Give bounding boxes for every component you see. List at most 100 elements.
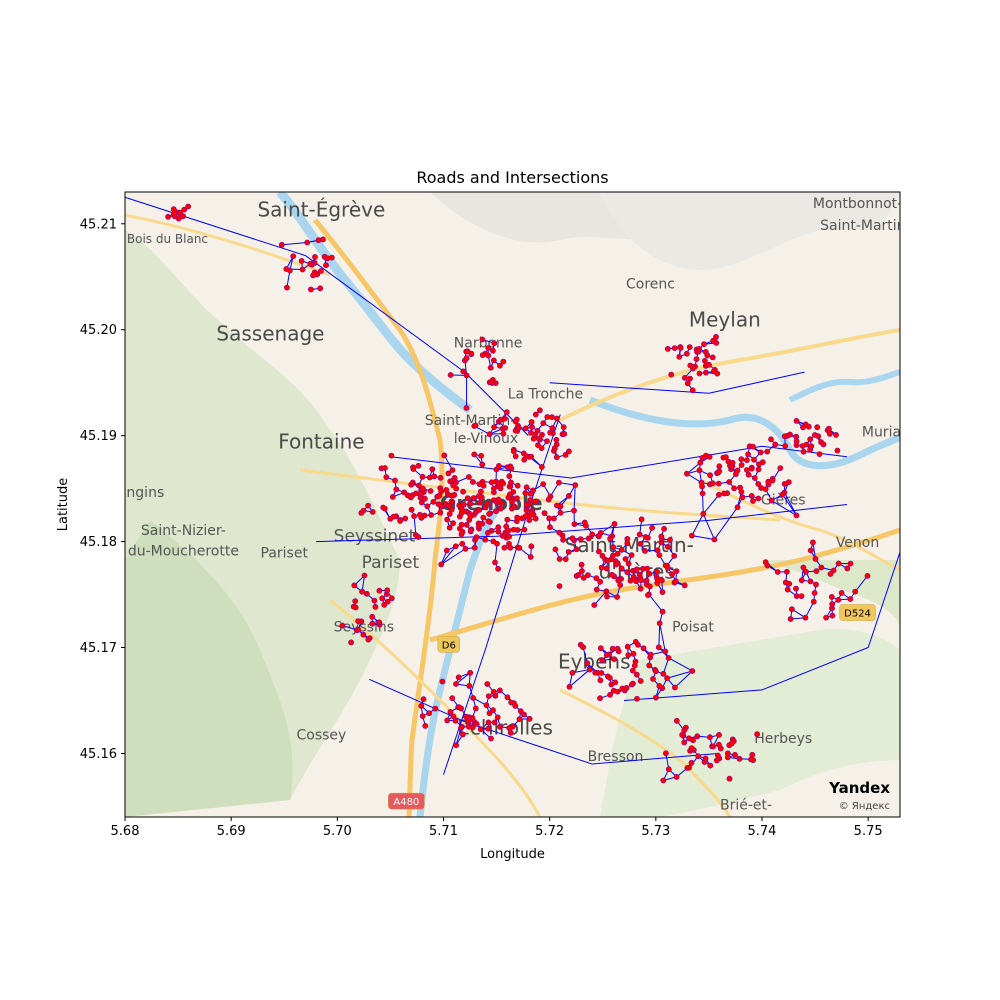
intersection-node xyxy=(665,655,672,661)
intersection-node xyxy=(506,533,512,540)
intersection-node xyxy=(512,703,519,709)
intersection-node xyxy=(359,588,365,595)
road-south xyxy=(559,688,732,817)
intersection-node xyxy=(729,463,736,470)
map-place-label: Fontaine xyxy=(278,429,364,453)
intersection-node xyxy=(323,262,329,269)
intersection-node xyxy=(392,477,398,484)
intersection-node xyxy=(541,510,548,516)
intersection-node xyxy=(707,762,714,769)
intersection-node xyxy=(671,552,678,559)
intersection-node xyxy=(533,498,539,505)
intersection-node xyxy=(283,284,290,291)
intersection-node xyxy=(458,506,465,513)
intersection-node xyxy=(789,606,795,613)
intersection-node xyxy=(463,355,470,362)
intersection-node xyxy=(453,742,459,749)
intersection-node xyxy=(421,495,428,502)
intersection-node xyxy=(479,336,486,343)
intersection-node xyxy=(304,239,311,246)
intersection-node xyxy=(527,490,534,497)
intersection-node xyxy=(472,705,479,712)
intersection-node xyxy=(471,544,478,551)
intersection-node xyxy=(706,361,712,368)
intersection-node xyxy=(464,495,471,501)
intersection-node xyxy=(381,465,388,471)
intersection-node xyxy=(479,461,486,468)
intersection-node xyxy=(844,565,851,572)
x-tick-label: 5.73 xyxy=(641,824,670,839)
intersection-node xyxy=(800,424,806,431)
intersection-node xyxy=(701,341,707,348)
intersection-node xyxy=(672,578,679,584)
intersection-node xyxy=(813,581,819,588)
intersection-node xyxy=(654,576,661,582)
intersection-node xyxy=(437,509,444,516)
intersection-node xyxy=(800,448,807,455)
road-badge xyxy=(388,792,425,810)
intersection-node xyxy=(435,501,442,507)
intersection-node xyxy=(713,757,720,764)
intersection-node xyxy=(686,344,693,350)
intersection-node xyxy=(659,608,666,615)
road-edge xyxy=(854,575,868,592)
intersection-node xyxy=(428,512,434,518)
intersection-node xyxy=(748,756,754,763)
intersection-node xyxy=(764,562,771,569)
intersection-node xyxy=(663,750,669,757)
intersection-node xyxy=(813,568,820,574)
intersection-node xyxy=(537,407,543,414)
road-edge xyxy=(666,670,693,679)
intersection-node xyxy=(448,498,455,505)
intersection-node xyxy=(522,490,529,496)
intersection-node xyxy=(449,695,456,702)
intersection-node xyxy=(573,546,580,553)
intersection-node xyxy=(485,725,492,732)
intersection-node xyxy=(614,560,620,566)
intersection-node xyxy=(589,531,596,538)
intersection-node xyxy=(835,597,842,603)
intersection-node xyxy=(679,731,686,738)
intersection-node xyxy=(504,516,511,523)
intersection-node xyxy=(611,521,618,527)
map-place-label: Narbonne xyxy=(454,336,523,352)
intersection-node xyxy=(469,479,476,485)
intersection-node xyxy=(371,597,378,604)
x-axis-label: Longitude xyxy=(480,847,545,862)
intersection-node xyxy=(633,671,640,678)
intersection-node xyxy=(419,713,426,719)
intersection-node xyxy=(827,571,834,577)
intersection-node xyxy=(646,583,653,590)
intersection-node xyxy=(404,492,411,499)
plot-area: Saint-ÉgrèveSassenageFontaineGrenobleMey… xyxy=(125,192,900,817)
intersection-node xyxy=(593,586,600,593)
intersection-node xyxy=(664,345,671,352)
road-edge xyxy=(674,670,693,688)
intersection-node xyxy=(733,471,739,477)
intersection-node xyxy=(463,404,470,411)
intersection-node xyxy=(614,688,621,695)
intersection-node xyxy=(646,570,653,577)
intersection-node xyxy=(785,479,792,485)
intersection-node xyxy=(390,513,397,520)
intersection-node xyxy=(317,285,324,292)
intersection-node xyxy=(762,486,769,492)
intersection-node xyxy=(710,743,717,750)
intersection-node xyxy=(181,206,188,213)
intersection-node xyxy=(553,436,560,443)
intersection-node xyxy=(485,693,492,699)
intersection-node xyxy=(544,414,551,420)
intersection-node xyxy=(483,702,490,708)
intersection-node xyxy=(298,257,305,264)
intersection-node xyxy=(649,525,655,531)
intersection-node xyxy=(444,717,451,724)
intersection-node xyxy=(700,510,707,517)
y-tick-label: 45.20 xyxy=(80,323,117,338)
road-edge xyxy=(443,414,561,775)
road-north-west xyxy=(125,213,331,277)
intersection-node xyxy=(677,345,684,351)
intersection-node xyxy=(709,354,716,361)
intersection-node xyxy=(569,669,576,676)
x-tick-label: 5.70 xyxy=(323,824,352,839)
intersection-node xyxy=(472,422,479,429)
